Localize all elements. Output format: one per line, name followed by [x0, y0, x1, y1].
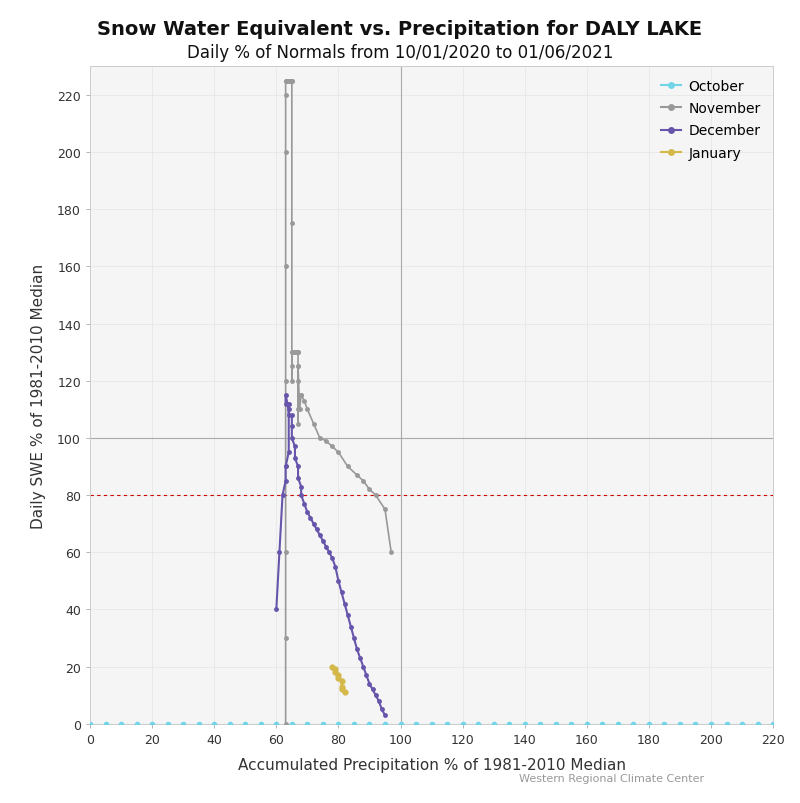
Text: Daily % of Normals from 10/01/2020 to 01/06/2021: Daily % of Normals from 10/01/2020 to 01…	[187, 44, 613, 62]
Text: Western Regional Climate Center: Western Regional Climate Center	[519, 773, 704, 783]
Text: Snow Water Equivalent vs. Precipitation for DALY LAKE: Snow Water Equivalent vs. Precipitation …	[98, 20, 702, 39]
Legend: October, November, December, January: October, November, December, January	[655, 74, 766, 166]
Y-axis label: Daily SWE % of 1981-2010 Median: Daily SWE % of 1981-2010 Median	[31, 263, 46, 528]
X-axis label: Accumulated Precipitation % of 1981-2010 Median: Accumulated Precipitation % of 1981-2010…	[238, 757, 626, 772]
